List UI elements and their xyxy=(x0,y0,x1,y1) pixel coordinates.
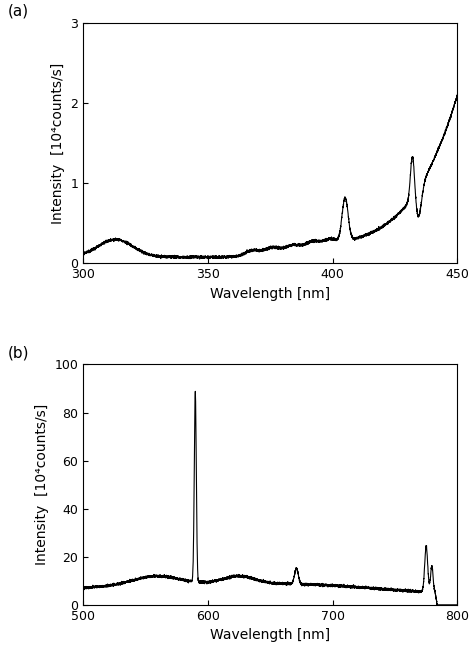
Y-axis label: Intensity  [10⁴counts/s]: Intensity [10⁴counts/s] xyxy=(51,63,64,224)
X-axis label: Wavelength [nm]: Wavelength [nm] xyxy=(210,628,330,642)
Text: (b): (b) xyxy=(8,345,29,360)
X-axis label: Wavelength [nm]: Wavelength [nm] xyxy=(210,287,330,301)
Text: (a): (a) xyxy=(8,4,29,19)
Y-axis label: Intensity  [10⁴counts/s]: Intensity [10⁴counts/s] xyxy=(35,404,49,565)
